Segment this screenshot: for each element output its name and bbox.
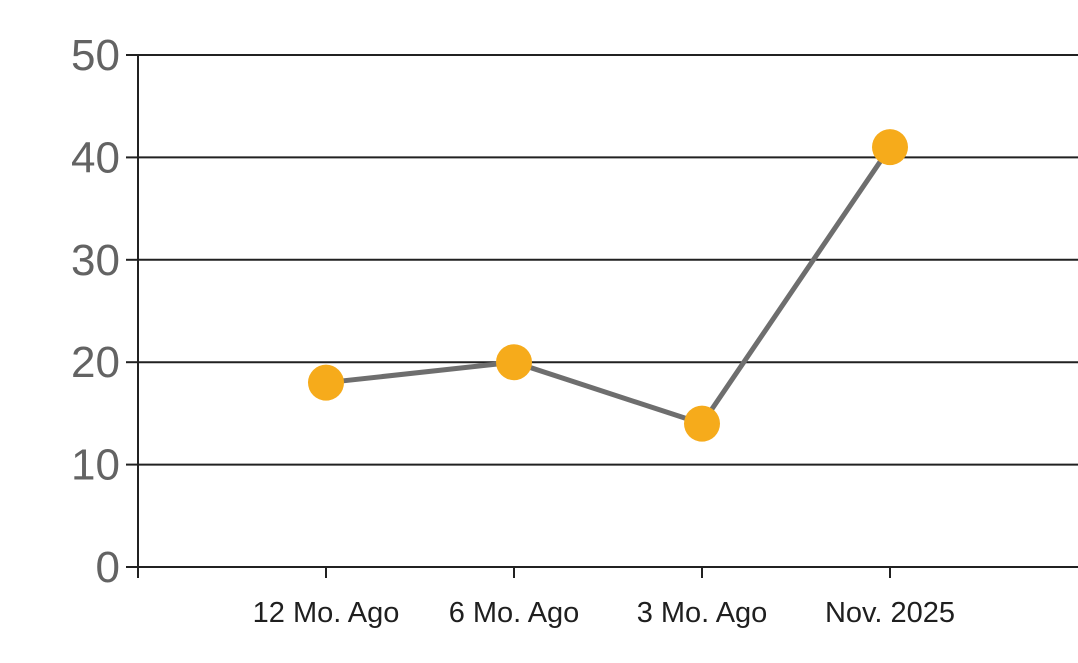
y-tick-label: 40 (71, 133, 120, 182)
y-tick-label: 50 (71, 31, 120, 80)
x-tick-label: 3 Mo. Ago (637, 597, 768, 629)
data-point-marker (308, 364, 344, 401)
x-tick-label: 12 Mo. Ago (253, 597, 400, 629)
data-point-marker (684, 405, 720, 442)
x-tick-label: 6 Mo. Ago (449, 597, 580, 629)
data-point-marker (872, 129, 908, 166)
x-tick-label: Nov. 2025 (825, 597, 955, 629)
y-tick-label: 20 (71, 338, 120, 387)
y-tick-label: 10 (71, 441, 120, 490)
data-point-marker (496, 344, 532, 381)
series-line (325, 145, 893, 427)
y-tick-label: 30 (71, 236, 120, 285)
y-tick-label: 0 (96, 543, 120, 592)
